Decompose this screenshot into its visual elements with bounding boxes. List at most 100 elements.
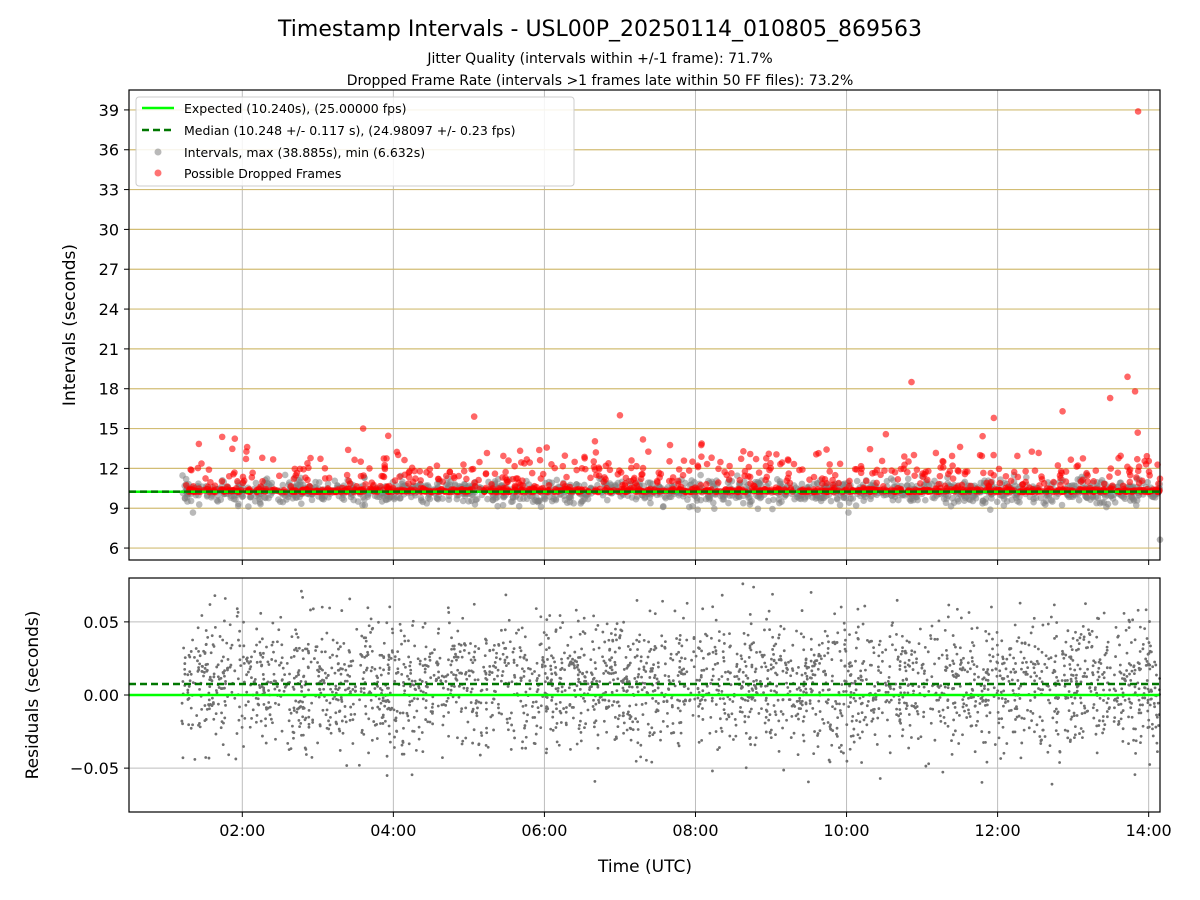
interval-point	[813, 479, 821, 487]
residual-point	[602, 659, 606, 663]
interval-point	[845, 509, 852, 516]
residual-point	[1033, 679, 1037, 683]
interval-point	[816, 494, 824, 502]
dropped-point	[1092, 467, 1100, 474]
dropped-point	[451, 474, 458, 482]
residual-point	[400, 642, 403, 646]
residual-point	[191, 723, 194, 727]
residual-point	[1090, 629, 1094, 633]
residual-point	[870, 639, 874, 643]
residual-point	[311, 607, 315, 611]
dropped-point	[195, 440, 203, 448]
residual-point	[739, 654, 743, 658]
dropped-point	[190, 483, 197, 490]
residual-point	[991, 647, 994, 651]
residual-point	[520, 667, 524, 671]
residual-point	[1154, 663, 1158, 667]
residual-point	[424, 718, 428, 721]
dropped-point	[234, 478, 241, 485]
residual-point	[1020, 741, 1024, 745]
residual-point	[797, 717, 800, 721]
residual-point	[441, 723, 445, 727]
residual-point	[453, 685, 456, 688]
dropped-point	[829, 481, 837, 489]
residual-point	[1117, 703, 1121, 706]
residual-point	[213, 594, 217, 598]
residual-point	[221, 638, 225, 642]
residual-point	[1040, 719, 1044, 723]
residual-point	[622, 721, 626, 725]
residual-point	[985, 703, 989, 707]
residual-point	[330, 666, 334, 670]
residual-point	[923, 645, 927, 649]
residual-point	[663, 646, 667, 650]
residual-point	[975, 665, 979, 668]
interval-point	[509, 498, 516, 505]
interval-point	[1133, 497, 1141, 504]
residual-point	[805, 709, 808, 713]
residual-point	[611, 703, 614, 707]
residual-point	[387, 671, 390, 675]
interval-point	[499, 501, 507, 509]
dropped-point	[1079, 455, 1087, 462]
residual-point	[901, 728, 905, 732]
residual-point	[826, 651, 830, 655]
residual-point	[393, 746, 396, 749]
residual-point	[490, 671, 494, 674]
residual-point	[378, 707, 381, 711]
residual-point	[477, 743, 481, 747]
residual-point	[922, 715, 925, 719]
dropped-point	[381, 464, 389, 471]
residual-point	[830, 743, 834, 747]
residual-point	[698, 678, 702, 682]
residual-point	[495, 651, 498, 655]
residual-point	[183, 662, 187, 665]
residual-point	[861, 622, 865, 626]
residual-point	[675, 637, 678, 640]
residual-point	[447, 658, 450, 662]
dropped-point	[357, 472, 365, 480]
residual-point	[391, 631, 395, 635]
dropped-point	[1126, 478, 1134, 486]
residual-point	[1136, 661, 1140, 665]
residual-point	[1014, 718, 1017, 721]
residual-point	[1081, 624, 1085, 628]
residual-point	[520, 746, 524, 750]
residual-point	[937, 710, 941, 713]
residual-point	[1133, 773, 1137, 777]
residual-point	[447, 711, 450, 714]
interval-point	[523, 495, 531, 503]
residual-point	[625, 690, 628, 693]
residual-point	[651, 696, 655, 700]
residual-point	[645, 661, 648, 665]
residual-point	[887, 700, 891, 704]
residual-point	[1001, 725, 1005, 729]
interval-point	[644, 479, 652, 486]
residual-point	[545, 633, 548, 637]
residual-point	[1027, 643, 1031, 647]
residual-point	[839, 711, 843, 715]
interval-point	[279, 498, 287, 506]
residual-point	[340, 609, 344, 612]
interval-point	[883, 477, 891, 485]
residual-point	[1056, 679, 1060, 683]
dropped-point	[225, 472, 233, 480]
residual-point	[360, 634, 364, 638]
residual-point	[907, 746, 911, 750]
residual-point	[271, 621, 275, 625]
dropped-point	[715, 465, 722, 473]
residual-point	[872, 707, 876, 711]
residual-point	[817, 643, 821, 647]
residual-point	[456, 736, 459, 740]
residual-point	[758, 650, 762, 654]
dropped-point	[665, 477, 673, 485]
residual-point	[819, 657, 823, 661]
residual-point	[416, 697, 420, 701]
dropped-point	[476, 458, 483, 466]
residual-point	[697, 704, 700, 708]
residual-point	[967, 611, 971, 614]
residual-point	[436, 631, 440, 635]
residual-point	[848, 661, 852, 665]
residual-point	[640, 675, 643, 679]
residual-point	[995, 660, 999, 664]
